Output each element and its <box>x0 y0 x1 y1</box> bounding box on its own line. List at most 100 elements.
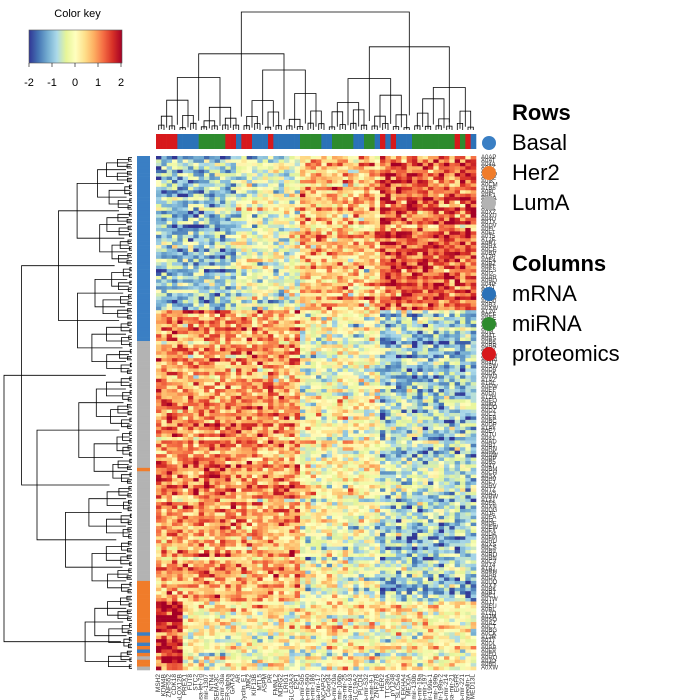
heatmap-cell <box>412 169 418 174</box>
heatmap-cell <box>470 406 477 410</box>
heatmap-cell <box>257 293 263 297</box>
heatmap-cell <box>268 166 274 171</box>
heatmap-cell <box>220 406 226 410</box>
heatmap-cell <box>241 275 247 280</box>
heatmap-cell <box>305 371 311 376</box>
heatmap-cell <box>172 234 178 239</box>
heatmap-cell <box>332 258 338 263</box>
heatmap-cell <box>348 214 354 218</box>
heatmap-cell <box>316 193 322 198</box>
heatmap-cell <box>353 354 359 359</box>
heatmap-cell <box>252 399 258 404</box>
heatmap-cell <box>412 347 418 352</box>
heatmap-cell <box>396 169 402 174</box>
heatmap-cell <box>289 368 295 373</box>
heatmap-cell <box>380 197 386 201</box>
heatmap-cell <box>182 330 189 335</box>
heatmap-cell <box>294 344 301 349</box>
heatmap-cell <box>428 303 434 308</box>
heatmap-cell <box>470 162 477 167</box>
heatmap-cell <box>470 282 477 287</box>
heatmap-cell <box>300 282 306 287</box>
heatmap-cell <box>326 203 333 208</box>
heatmap-cell <box>257 255 263 260</box>
heatmap-cell <box>268 251 274 256</box>
heatmap-cell <box>246 255 253 260</box>
heatmap-cell <box>438 406 445 410</box>
heatmap-cell <box>193 385 199 390</box>
heatmap-cell <box>310 365 317 369</box>
heatmap-cell <box>182 371 189 376</box>
heatmap-cell <box>422 323 429 328</box>
heatmap-cell <box>310 173 317 177</box>
heatmap-cell <box>156 200 162 205</box>
heatmap-cell <box>209 371 215 376</box>
heatmap-cell <box>337 248 343 253</box>
heatmap-cell <box>294 320 301 325</box>
heatmap-cell <box>348 248 354 253</box>
heatmap-cell <box>428 217 434 222</box>
heatmap-cell <box>204 344 210 349</box>
heatmap-cell <box>193 190 199 194</box>
heatmap-cell <box>316 392 322 397</box>
heatmap-cell <box>188 224 194 229</box>
heatmap-cell <box>465 354 471 359</box>
heatmap-cell <box>433 385 439 390</box>
heatmap-cell <box>390 334 397 338</box>
heatmap-cell <box>204 358 210 362</box>
heatmap-cell <box>209 197 215 201</box>
heatmap-cell <box>252 269 258 273</box>
heatmap-cell <box>246 282 253 287</box>
heatmap-cell <box>289 166 295 171</box>
heatmap-cell <box>278 402 285 407</box>
heatmap-cell <box>444 347 450 352</box>
heatmap-cell <box>358 231 365 236</box>
heatmap-cell <box>166 371 173 376</box>
heatmap-cell <box>412 317 418 321</box>
heatmap-cell <box>337 317 343 321</box>
heatmap-cell <box>262 293 269 297</box>
heatmap-cell <box>161 413 167 417</box>
heatmap-cell <box>166 245 173 249</box>
heatmap-cell <box>278 327 285 332</box>
heatmap-cell <box>353 166 359 171</box>
heatmap-cell <box>321 289 327 294</box>
heatmap-cell <box>172 299 178 304</box>
heatmap-cell <box>417 303 423 308</box>
heatmap-cell <box>225 327 231 332</box>
heatmap-cell <box>454 176 461 181</box>
heatmap-cell <box>182 320 189 325</box>
heatmap-cell <box>182 173 189 177</box>
heatmap-cell <box>337 385 343 390</box>
heatmap-cell <box>422 371 429 376</box>
heatmap-cell <box>444 337 450 342</box>
heatmap-cell <box>198 279 205 284</box>
heatmap-cell <box>417 197 423 201</box>
heatmap-cell <box>204 173 210 177</box>
heatmap-cell <box>241 361 247 366</box>
heatmap-cell <box>193 286 199 290</box>
heatmap-cell <box>305 203 311 208</box>
heatmap-cell <box>193 255 199 260</box>
heatmap-cell <box>262 289 269 294</box>
heatmap-cell <box>273 186 279 191</box>
heatmap-cell <box>182 207 189 212</box>
heatmap-cell <box>294 203 301 208</box>
heatmap-cell <box>390 190 397 194</box>
heatmap-cell <box>182 413 189 417</box>
heatmap-cell <box>161 289 167 294</box>
heatmap-cell <box>172 173 178 177</box>
heatmap-cell <box>406 169 413 174</box>
heatmap-cell <box>220 207 226 212</box>
heatmap-cell <box>220 241 226 246</box>
heatmap-cell <box>209 231 215 236</box>
heatmap-cell <box>241 227 247 232</box>
heatmap-cell <box>385 368 391 373</box>
heatmap-cell <box>294 179 301 184</box>
heatmap-cell <box>316 217 322 222</box>
heatmap-cell <box>438 207 445 212</box>
heatmap-cell <box>182 241 189 246</box>
heatmap-cell <box>374 255 381 260</box>
heatmap-cell <box>273 227 279 232</box>
heatmap-cell <box>396 375 402 380</box>
